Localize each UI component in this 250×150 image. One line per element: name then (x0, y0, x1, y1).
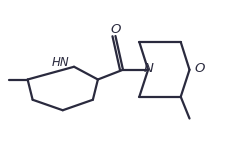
Text: O: O (110, 23, 120, 36)
Text: HN: HN (51, 57, 69, 69)
Text: N: N (143, 63, 153, 75)
Text: O: O (194, 63, 204, 75)
